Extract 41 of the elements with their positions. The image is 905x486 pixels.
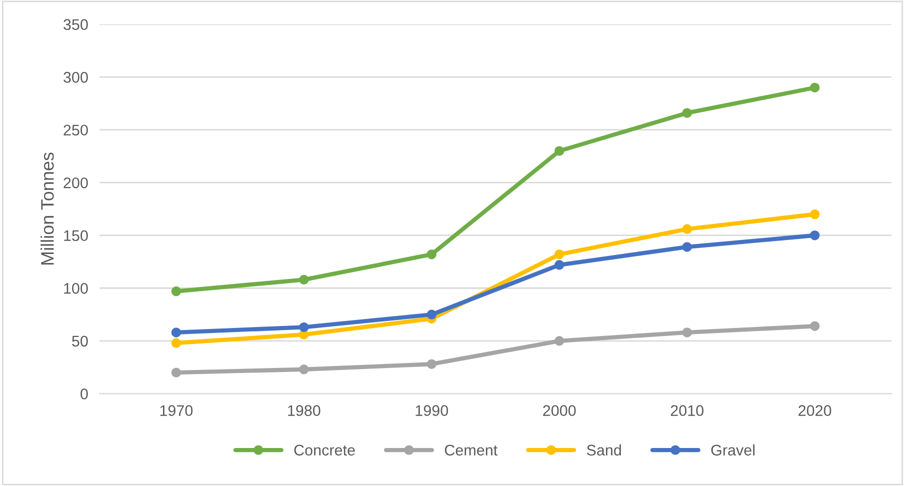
point (299, 322, 309, 332)
point (682, 224, 692, 234)
point (426, 359, 436, 369)
point (682, 328, 692, 338)
point (682, 242, 692, 252)
point (682, 108, 692, 118)
y-tick-label: 0 (80, 388, 88, 400)
point (171, 286, 182, 296)
point (171, 338, 182, 348)
y-axis-title: Million Tonnes (40, 152, 54, 265)
point (299, 364, 309, 374)
point (554, 260, 564, 270)
x-tick-label: 1990 (416, 405, 448, 416)
point (171, 368, 182, 378)
y-tick-label: 300 (64, 72, 88, 83)
point (299, 274, 309, 285)
point (554, 146, 564, 156)
legend-label: Cement (444, 444, 498, 456)
y-tick-label: 50 (72, 336, 88, 347)
point (810, 209, 820, 220)
point (426, 249, 436, 260)
y-tick-label: 350 (64, 19, 88, 30)
y-tick-label: 150 (64, 230, 88, 242)
x-tick-label: 1970 (160, 405, 193, 416)
legend-label: Concrete (294, 444, 355, 456)
point (810, 82, 820, 92)
y-tick-label: 200 (64, 177, 88, 188)
x-tick-label: 2020 (798, 405, 832, 416)
point (171, 328, 182, 338)
point (810, 321, 820, 331)
y-tick-label: 250 (64, 124, 88, 136)
legend-label: Gravel (711, 444, 754, 456)
point (810, 230, 820, 240)
x-tick-label: 1980 (288, 405, 320, 416)
point (554, 249, 564, 260)
point (554, 336, 564, 346)
x-tick-label: 2000 (543, 405, 576, 416)
x-tick-label: 2010 (670, 405, 704, 416)
y-tick-label: 100 (64, 282, 88, 294)
legend-label: Sand (586, 444, 621, 456)
point (426, 310, 436, 320)
